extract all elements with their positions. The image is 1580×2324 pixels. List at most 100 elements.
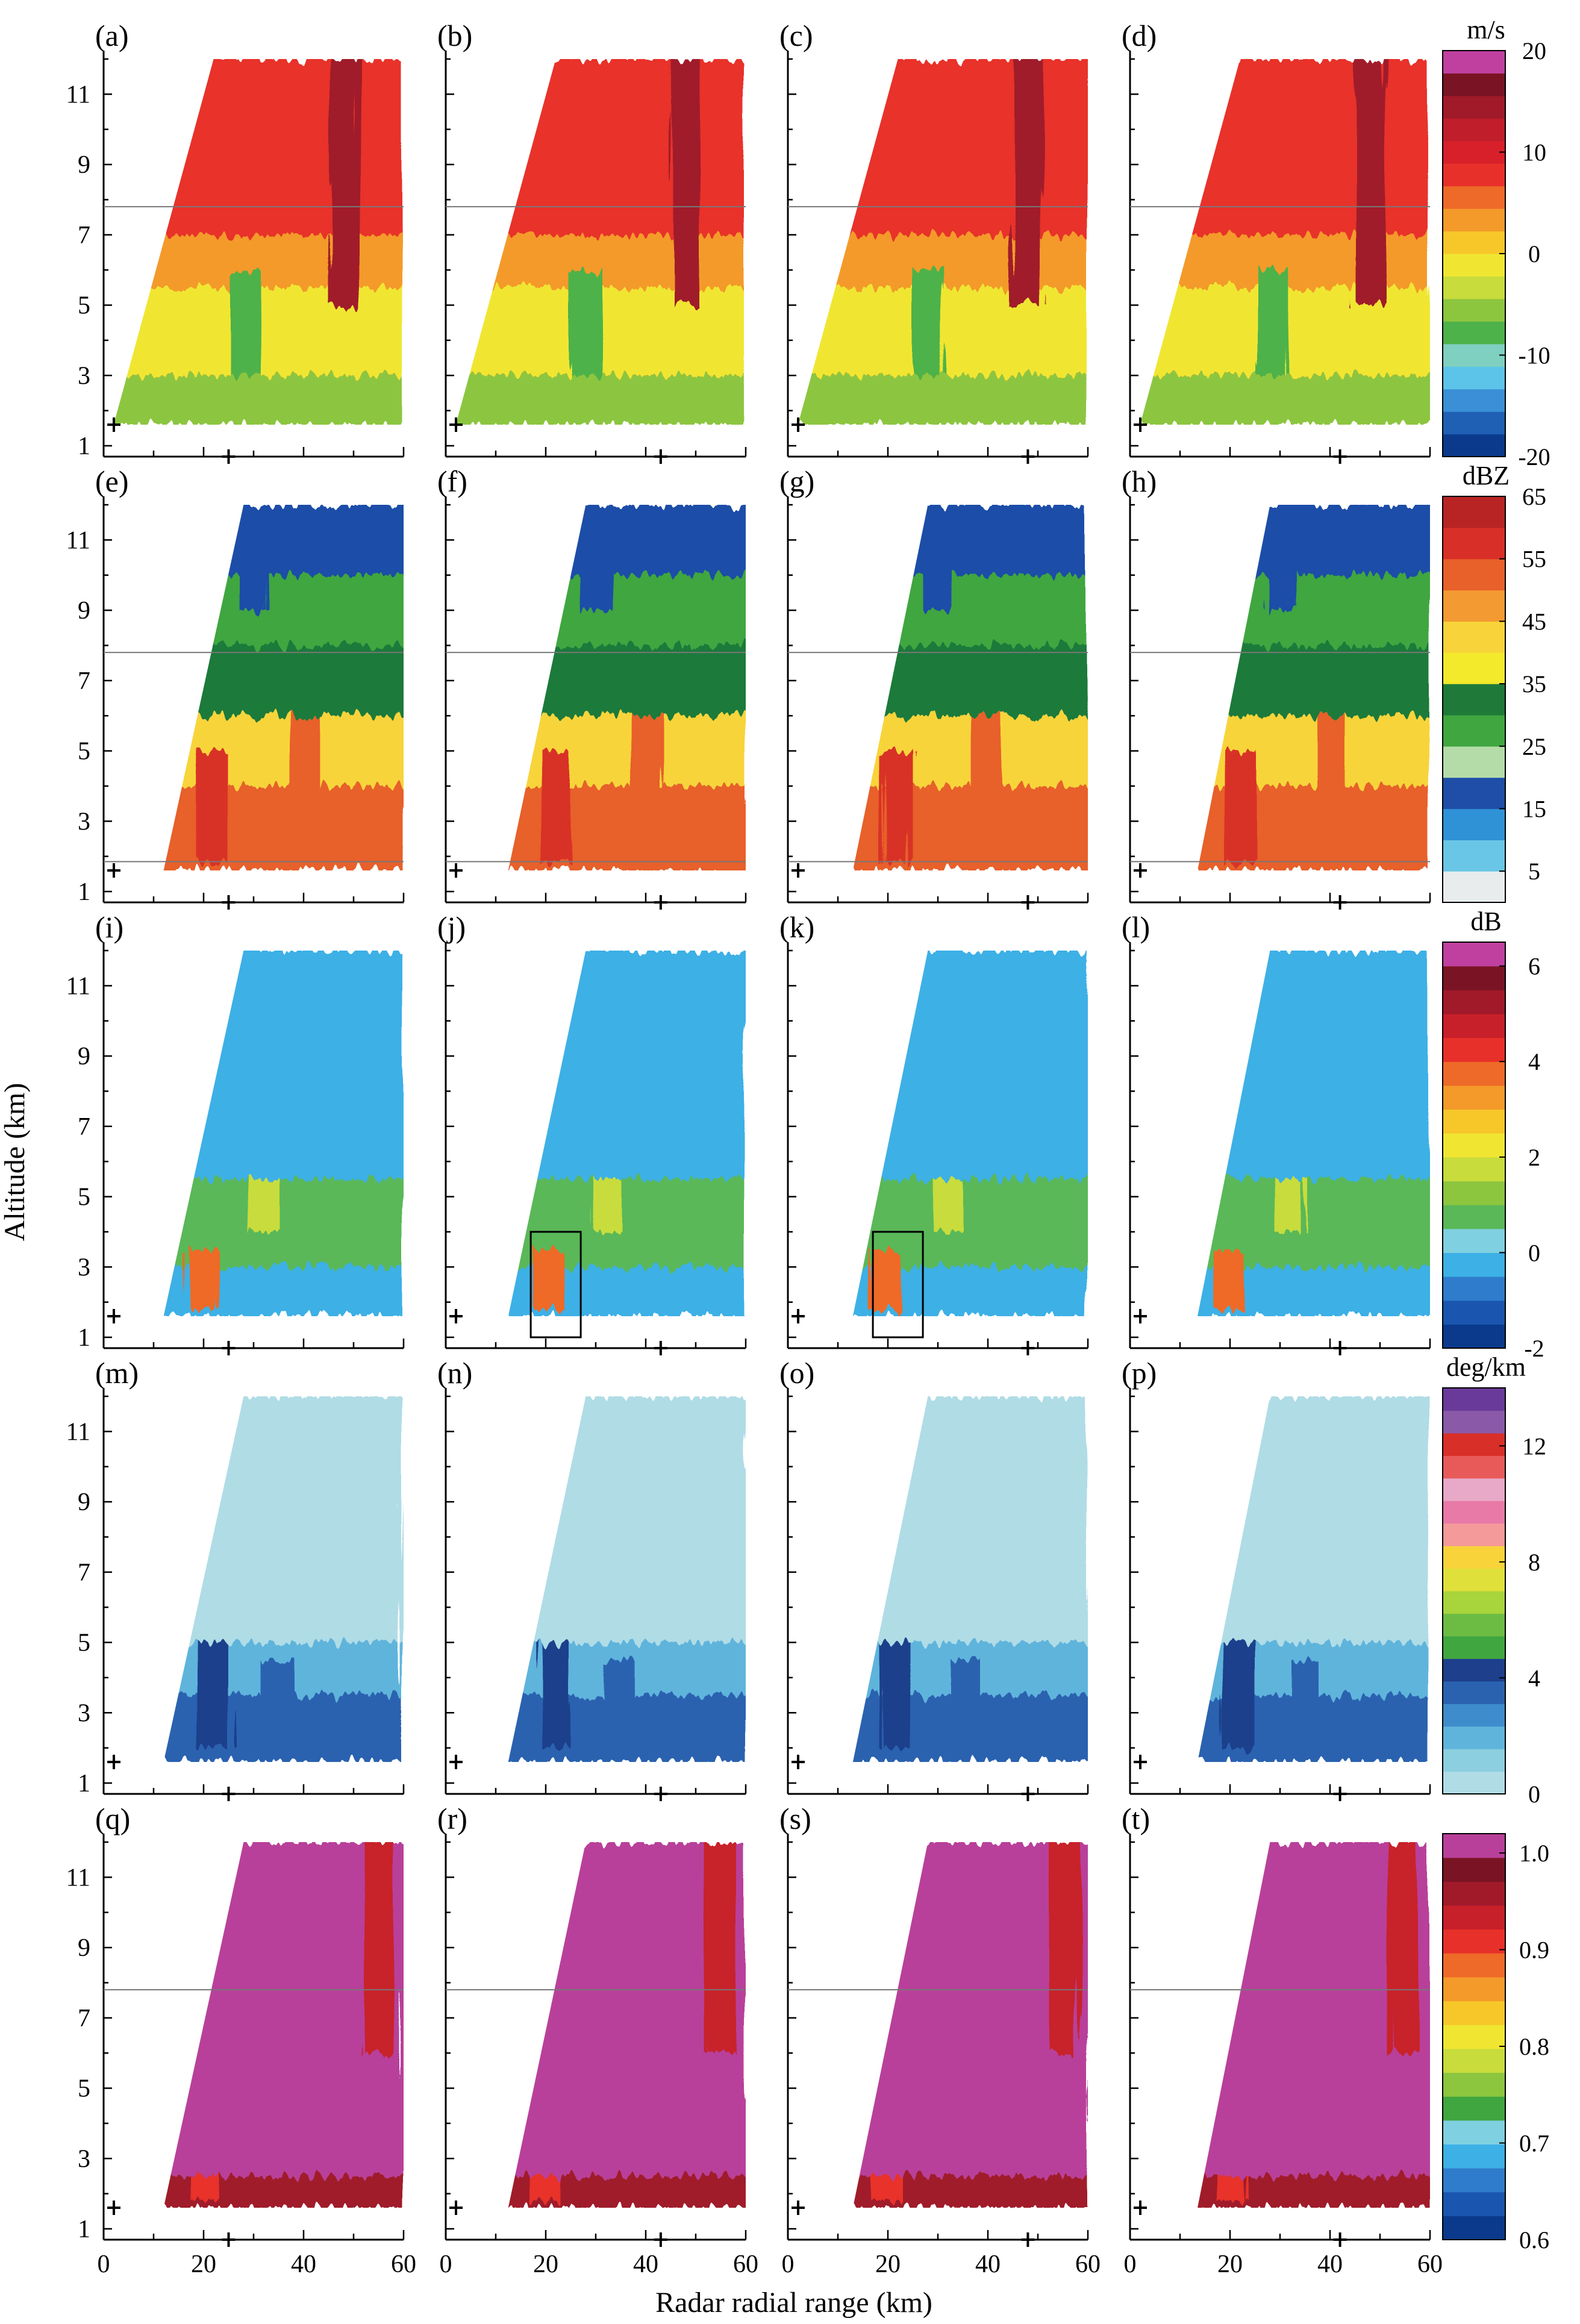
y-tick-label: 1 (78, 1324, 90, 1352)
colorbar-swatch (1443, 1085, 1505, 1110)
colorbar-swatch (1443, 1546, 1505, 1569)
field-layer (508, 1842, 746, 2054)
colorbar-tick-label: 0 (1528, 1239, 1540, 1266)
field-layer (852, 1842, 1088, 2054)
x-tick-label: 40 (633, 2251, 658, 2278)
field-layer (798, 375, 1088, 425)
radar-site-marker (792, 1308, 805, 1323)
panel-label: (e) (95, 464, 129, 498)
radar-site-marker (1134, 417, 1147, 432)
radar-site-marker (792, 417, 805, 432)
radar-site-marker (792, 1754, 805, 1769)
data-field (163, 505, 404, 870)
field-core (873, 1249, 903, 1310)
colorbar-tick-label: 45 (1522, 608, 1546, 635)
colorbar-swatch (1443, 1568, 1505, 1592)
radar-site-marker (792, 863, 805, 878)
field-core (973, 716, 1003, 839)
field-core (631, 716, 661, 839)
radar-site-marker (1333, 895, 1347, 910)
field-core (263, 1660, 294, 1731)
colorbar-swatch (1443, 1300, 1505, 1325)
radar-site-marker (1333, 1341, 1347, 1355)
colorbar-frame (1442, 1833, 1506, 2240)
colorbar-swatch (1443, 1771, 1505, 1795)
radar-site-marker (654, 2232, 667, 2247)
colorbar-tick-label: 0.9 (1519, 1937, 1549, 1964)
field-core (289, 716, 319, 839)
field-core (1225, 751, 1255, 864)
field-layer (163, 2176, 404, 2208)
colorbar-swatch (1443, 1857, 1505, 1882)
colorbar-swatch (1443, 1181, 1505, 1205)
y-tick-label: 11 (66, 526, 90, 554)
field-layer (852, 1695, 1088, 1762)
colorbar-swatch (1443, 942, 1505, 967)
panel-j: (j) (437, 910, 747, 1355)
field-layer (508, 1396, 746, 1643)
field-core (1255, 270, 1285, 376)
x-tick-label: 60 (1417, 2251, 1443, 2278)
colorbar-correlation-coefficient: 1.0 0.9 0.8 0.7 0.6 (1442, 1833, 1549, 2254)
colorbar-tick-label: 0 (1528, 240, 1540, 267)
y-tick-label: 7 (78, 1559, 90, 1587)
radar-site-marker (107, 417, 120, 432)
colorbar-swatch (1443, 1410, 1505, 1434)
radar-site-marker (654, 1341, 667, 1355)
y-tick-label: 9 (78, 1043, 90, 1070)
field-layer (163, 1642, 404, 1696)
panel-g: (g) (779, 464, 1089, 910)
colorbar-swatch (1443, 1976, 1505, 2002)
y-tick-label: 3 (78, 1254, 90, 1281)
colorbar-swatch (1443, 652, 1505, 684)
panel-label: (a) (95, 19, 129, 52)
colorbar-swatch (1443, 2144, 1505, 2169)
field-layer (1197, 1267, 1430, 1316)
field-core (1265, 505, 1295, 611)
colorbar-swatch (1443, 2120, 1505, 2145)
radar-site-marker (1333, 2232, 1347, 2247)
field-layer (508, 786, 746, 870)
field-core (605, 1660, 636, 1731)
colorbar-swatch (1443, 2191, 1505, 2216)
colorbar-swatch (1443, 321, 1505, 345)
data-field (1140, 59, 1430, 425)
field-core (1048, 1842, 1078, 2054)
colorbar-swatch (1443, 1749, 1505, 1772)
colorbar-swatch (1443, 434, 1505, 457)
field-layer (852, 786, 1088, 870)
colorbar-swatch (1443, 163, 1505, 187)
x-tick-label: 20 (191, 2251, 216, 2278)
data-field (508, 1842, 746, 2208)
colorbar-swatch (1443, 1658, 1505, 1682)
colorbar-swatch (1443, 2096, 1505, 2121)
y-tick-label: 5 (78, 738, 90, 766)
y-tick-label: 5 (78, 2075, 90, 2103)
field-core (198, 1642, 229, 1748)
y-tick-label: 3 (78, 2145, 90, 2173)
panel-b: (b) (437, 19, 747, 464)
radar-site-marker (1021, 449, 1035, 464)
radar-site-marker (449, 863, 463, 878)
colorbar-swatch (1443, 1704, 1505, 1727)
colorbar-swatch (1443, 1929, 1505, 1954)
field-core (1355, 59, 1385, 305)
panel-label: (h) (1122, 464, 1157, 498)
colorbar-tick-label: -10 (1518, 342, 1550, 369)
colorbar-unit: dBZ (1463, 461, 1510, 490)
field-layer (508, 1642, 746, 1696)
radar-site-marker (1021, 1341, 1035, 1355)
panel-label: (c) (779, 19, 813, 52)
data-field (852, 951, 1088, 1316)
colorbar-swatch (1443, 1252, 1505, 1277)
colorbar-swatch (1443, 118, 1505, 142)
panel-o: (o) (779, 1356, 1089, 1801)
field-layer (508, 645, 746, 716)
x-tick-label: 0 (1124, 2251, 1137, 2278)
field-layer (1197, 786, 1430, 870)
colorbar-tick-label: 6 (1528, 953, 1540, 980)
panel-label: (o) (779, 1356, 814, 1390)
colorbar-swatch (1443, 871, 1505, 903)
y-tick-label: 11 (66, 81, 90, 108)
